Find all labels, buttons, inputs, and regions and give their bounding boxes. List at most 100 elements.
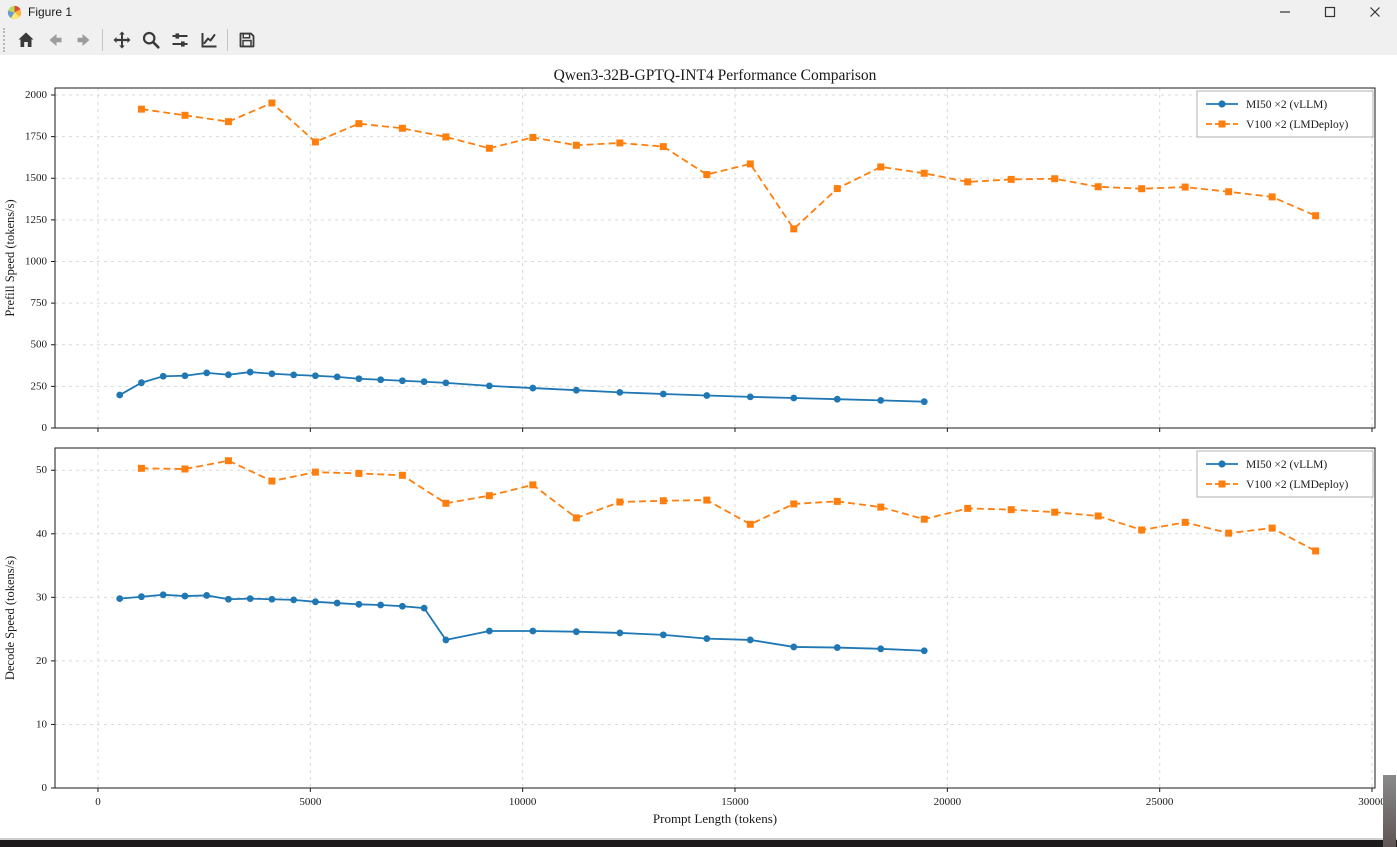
- home-button[interactable]: [11, 26, 40, 54]
- legend-marker: [1218, 100, 1226, 108]
- data-point: [746, 160, 754, 168]
- data-point: [442, 636, 450, 644]
- series-line-v100: [141, 459, 1317, 552]
- forward-button[interactable]: [69, 26, 98, 54]
- data-point: [333, 373, 341, 381]
- data-point: [1007, 175, 1015, 183]
- data-point: [703, 496, 711, 504]
- maximize-button[interactable]: [1307, 0, 1352, 24]
- data-point: [224, 457, 232, 465]
- data-point: [420, 604, 428, 612]
- data-point: [398, 124, 406, 132]
- data-point: [616, 139, 624, 147]
- data-point: [137, 464, 145, 472]
- matplotlib-toolbar: [0, 24, 1397, 55]
- data-point: [420, 378, 428, 386]
- data-point: [746, 636, 754, 644]
- data-point: [877, 503, 885, 511]
- data-point: [203, 369, 211, 377]
- data-point: [529, 384, 537, 392]
- data-point: [442, 133, 450, 141]
- legend-marker: [1218, 460, 1226, 468]
- data-point: [616, 498, 624, 506]
- back-icon: [49, 33, 61, 46]
- y-tick-label: 500: [31, 339, 48, 351]
- edit-axes-button[interactable]: [194, 26, 223, 54]
- data-point: [181, 465, 189, 473]
- edit-axes-icon: [201, 32, 216, 47]
- toolbar-separator: [102, 28, 103, 51]
- data-point: [790, 500, 798, 508]
- data-point: [877, 163, 885, 171]
- data-point: [355, 120, 363, 128]
- data-point: [290, 371, 298, 379]
- data-point: [485, 492, 493, 500]
- data-point: [1007, 506, 1015, 514]
- data-point: [703, 635, 711, 643]
- data-point: [137, 105, 145, 113]
- data-point: [572, 628, 580, 636]
- data-point: [616, 629, 624, 637]
- data-point: [877, 645, 885, 653]
- data-point: [746, 393, 754, 401]
- data-point: [246, 368, 254, 376]
- data-point: [116, 595, 124, 603]
- data-point: [920, 647, 928, 655]
- data-point: [659, 143, 667, 151]
- data-point: [790, 643, 798, 651]
- x-tick-label: 30000: [1358, 796, 1386, 808]
- forward-icon: [77, 33, 89, 46]
- data-point: [203, 592, 211, 599]
- data-point: [1094, 183, 1102, 191]
- data-point: [1138, 185, 1146, 193]
- home-icon: [18, 32, 33, 47]
- figure-title: Qwen3-32B-GPTQ-INT4 Performance Comparis…: [554, 67, 877, 84]
- data-point: [1312, 547, 1320, 555]
- data-point: [268, 477, 276, 485]
- data-point: [224, 118, 232, 126]
- pan-button[interactable]: [107, 26, 136, 54]
- decode-chart: 0 5000 10000 15000 20000 25000 30000 0 10 20 30 40 5…: [3, 447, 1386, 826]
- data-point: [790, 394, 798, 402]
- data-point: [833, 644, 841, 651]
- data-point: [877, 396, 885, 404]
- zoom-button[interactable]: [136, 26, 165, 54]
- legend-marker: [1218, 480, 1226, 488]
- data-point: [159, 372, 167, 380]
- data-point: [1051, 508, 1059, 516]
- scrollbar-thumb[interactable]: [1383, 775, 1396, 847]
- data-point: [268, 595, 276, 603]
- minimize-button[interactable]: [1262, 0, 1307, 24]
- y-tick-label: 20: [36, 655, 48, 667]
- data-point: [116, 391, 124, 399]
- window-title: Figure 1: [28, 5, 73, 19]
- background-window-strip: [0, 838, 1397, 847]
- toolbar-separator: [227, 28, 228, 51]
- data-point: [485, 627, 493, 635]
- legend-label: MI50 ×2 (vLLM): [1246, 459, 1327, 471]
- data-point: [485, 382, 493, 390]
- y-axis-label: Prefill Speed (tokens/s): [3, 199, 17, 316]
- figure-canvas: Qwen3-32B-GPTQ-INT4 Performance Comparis…: [0, 55, 1397, 838]
- figure-plot-area: Qwen3-32B-GPTQ-INT4 Performance Comparis…: [3, 67, 1386, 826]
- save-button[interactable]: [232, 26, 261, 54]
- x-tick-label: 15000: [721, 796, 749, 808]
- data-point: [138, 379, 145, 387]
- toolbar-handle[interactable]: [3, 27, 8, 52]
- close-icon: [1369, 7, 1380, 17]
- data-point: [1268, 524, 1276, 532]
- back-button[interactable]: [40, 26, 69, 54]
- data-point: [964, 504, 972, 512]
- data-point: [746, 520, 754, 528]
- close-button[interactable]: [1352, 0, 1397, 24]
- maximize-icon: [1324, 6, 1335, 18]
- data-point: [398, 377, 406, 385]
- data-point: [225, 371, 232, 379]
- data-point: [1051, 175, 1059, 183]
- data-point: [920, 398, 928, 406]
- data-point: [290, 596, 298, 604]
- legend-box: [1196, 90, 1374, 138]
- data-point: [181, 111, 189, 119]
- configure-subplots-button[interactable]: [165, 26, 194, 54]
